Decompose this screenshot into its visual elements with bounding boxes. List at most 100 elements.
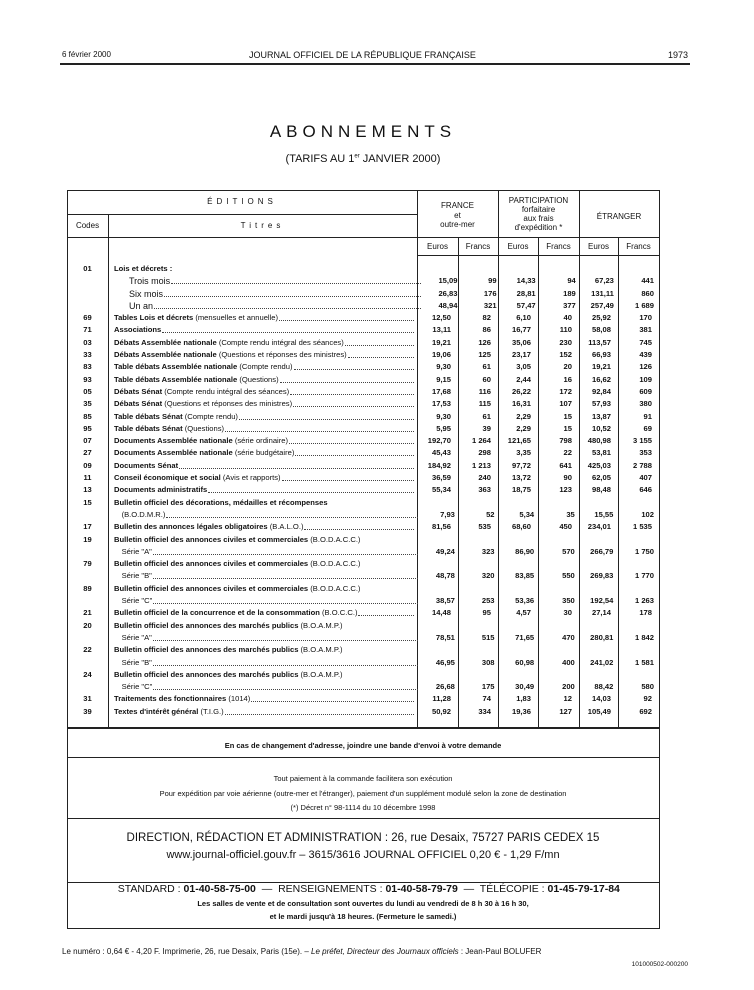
price-cell: 126 (478, 337, 491, 347)
price-cell: 58,08 (591, 325, 611, 335)
price-cell: 269,83 (590, 571, 614, 581)
price-cell: 11,28 (432, 694, 451, 704)
empty-cell (415, 644, 456, 656)
table-row: 83 Table débats Assemblée nationale (Comp… (67, 361, 659, 373)
table-row: 09 Documents Sénat 184,92 1 213 97,72 641 425,… (67, 460, 659, 472)
empty-cell (577, 669, 616, 681)
empty-cell (496, 263, 536, 275)
price-cell: 48,78 (435, 571, 455, 581)
rule (67, 214, 417, 215)
price-cell: 6,10 (516, 313, 531, 323)
price-cell: 266,79 (590, 546, 614, 556)
price-cell: 26,22 (511, 386, 531, 396)
table-row: 17 Bulletin des annonces légales obligato… (67, 521, 659, 533)
dot-leader (281, 472, 414, 482)
price-cell: 35,06 (511, 337, 531, 347)
price-cell: 45,43 (431, 448, 451, 458)
row-code (67, 275, 107, 287)
decree-reference: (*) Décret n° 98-1114 du 10 décembre 199… (290, 803, 436, 812)
price-cell: 127 (559, 706, 572, 716)
empty-cell (616, 263, 657, 275)
title-detail: (série ordinaire) (232, 436, 289, 446)
price-cell: 230 (559, 337, 572, 347)
empty-cell (577, 644, 616, 656)
table-row: 35 Débats Sénat (Questions et réponses de… (67, 398, 659, 410)
row-title: Traitements des fonctionnaires (1014) (108, 693, 415, 705)
empty-cell (536, 669, 577, 681)
price-cell: 36,59 (431, 473, 451, 483)
empty-cell (616, 644, 657, 656)
title-bold: Table débats Sénat (114, 411, 183, 421)
subtitle-text: Série "A" (121, 546, 152, 556)
table-row: 39 Textes d'intérêt général (T.I.G.) 50,92… (67, 706, 659, 718)
dot-leader (347, 349, 414, 359)
price-cell: 39 (482, 423, 491, 433)
row-subtitle: Série "A" (108, 546, 420, 558)
price-cell: 257,49 (590, 300, 614, 310)
title-bold: Débats Assemblée nationale (114, 337, 217, 347)
row-code: 24 (83, 669, 92, 679)
price-cell: 92 (643, 694, 652, 704)
unit-header: Euros (427, 242, 448, 251)
dot-leader (279, 374, 414, 383)
group-line: FRANCE (441, 201, 474, 210)
table-row: 05 Débats Sénat (Compte rendu intégral de… (67, 386, 659, 398)
price-cell: 12,50 (431, 313, 451, 323)
table-row: 21 Bulletin officiel de la concurrence et… (67, 607, 659, 619)
empty-cell (616, 497, 657, 509)
price-cell: 46,95 (435, 657, 455, 667)
table-row: 71 Associations 13,11 86 16,77 110 58,08 381 (67, 324, 659, 336)
table-body: 01 Lois et décrets : Trois mois 15,09 99 14,3… (67, 263, 659, 718)
price-cell: 126 (639, 362, 652, 372)
price-cell: 82 (482, 313, 491, 323)
dot-leader (152, 632, 419, 641)
table-row: 15 Bulletin officiel des décorations, méd… (67, 497, 659, 522)
row-line: 83 Table débats Assemblée nationale (Comp… (67, 361, 659, 373)
price-cell: 97,72 (511, 460, 531, 470)
codes-header: Codes (75, 221, 100, 230)
table-row: 89 Bulletin officiel des annonces civiles… (67, 583, 659, 608)
price-cell: 109 (639, 374, 652, 384)
title-bold: Traitements des fonctionnaires (114, 694, 227, 704)
dot-leader (295, 447, 414, 457)
price-cell: 580 (641, 682, 654, 692)
empty-cell (496, 497, 536, 509)
price-cell: 1 213 (471, 460, 491, 470)
empty-cell (616, 558, 657, 570)
price-cell: 19,21 (431, 337, 451, 347)
empty-cell (456, 497, 496, 509)
title-detail: (Questions et réponses des ministres) (162, 399, 293, 409)
row-code: 95 (83, 423, 92, 433)
row-code (67, 632, 108, 644)
price-cell: 14,48 (431, 608, 451, 618)
price-cell: 86,90 (515, 546, 535, 556)
price-cell: 9,30 (436, 362, 451, 372)
page-subtitle: (TARIFS AU 1er JANVIER 2000) (0, 153, 726, 165)
row-line: Série "A" 49,24 323 86,90 570 266,79 1 750 (67, 546, 659, 558)
row-subtitle: Série "C" (108, 595, 420, 607)
row-code: 35 (83, 399, 92, 409)
row-title: Débats Sénat (Questions et réponses des … (108, 398, 415, 410)
empty-cell (415, 263, 456, 275)
row-code: 11 (83, 473, 92, 483)
row-code: 79 (83, 559, 92, 569)
unit-header: Euros (507, 242, 529, 251)
price-cell: 53,81 (591, 448, 611, 458)
dot-leader (293, 398, 414, 408)
price-cell: 334 (478, 706, 491, 716)
unit-header: Francs (626, 242, 651, 251)
price-cell: 16,77 (511, 325, 531, 335)
price-cell: 52 (486, 509, 495, 519)
row-title: Conseil économique et social (Avis et ra… (108, 472, 415, 484)
table-border (67, 190, 660, 929)
row-title: Lois et décrets : (108, 263, 415, 275)
price-cell: 57,93 (591, 399, 611, 409)
row-code: 15 (83, 497, 92, 507)
table-row: 13 Documents administratifs 55,34 363 18,75 1… (67, 484, 659, 496)
etranger-header: ÉTRANGER (596, 212, 642, 221)
hours-line: Les salles de vente et de consultation s… (197, 899, 529, 908)
group-line: forfaitaire (521, 205, 556, 214)
price-cell: 18,75 (511, 485, 531, 495)
sub-row: Un an 48,94 321 57,47 377 257,49 1 689 (67, 300, 659, 312)
dot-leader (290, 386, 414, 395)
